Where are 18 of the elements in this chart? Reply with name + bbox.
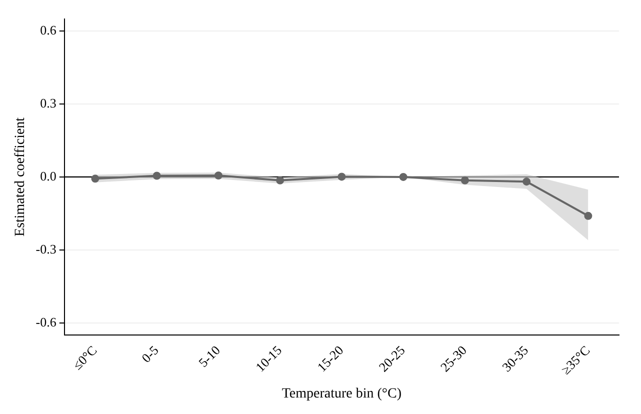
x-tick-label: 0-5	[138, 342, 162, 366]
y-tick-label: -0.6	[36, 314, 57, 330]
x-tick-label: 5-10	[196, 342, 223, 370]
y-tick-label: 0.0	[40, 168, 56, 184]
point	[460, 176, 469, 184]
point	[214, 172, 222, 180]
point	[276, 176, 284, 184]
point	[584, 212, 592, 220]
y-tick-label: -0.3	[36, 241, 56, 256]
y-tick-label: 0.6	[40, 22, 57, 38]
point	[338, 172, 346, 181]
x-axis-title: Temperature bin (°C)	[282, 386, 402, 402]
point	[91, 174, 100, 183]
y-axis-title: Estimated coefficient	[13, 117, 28, 237]
y-tick-label: 0.3	[40, 95, 56, 110]
point	[399, 172, 408, 181]
point	[152, 172, 161, 180]
point	[522, 178, 531, 186]
